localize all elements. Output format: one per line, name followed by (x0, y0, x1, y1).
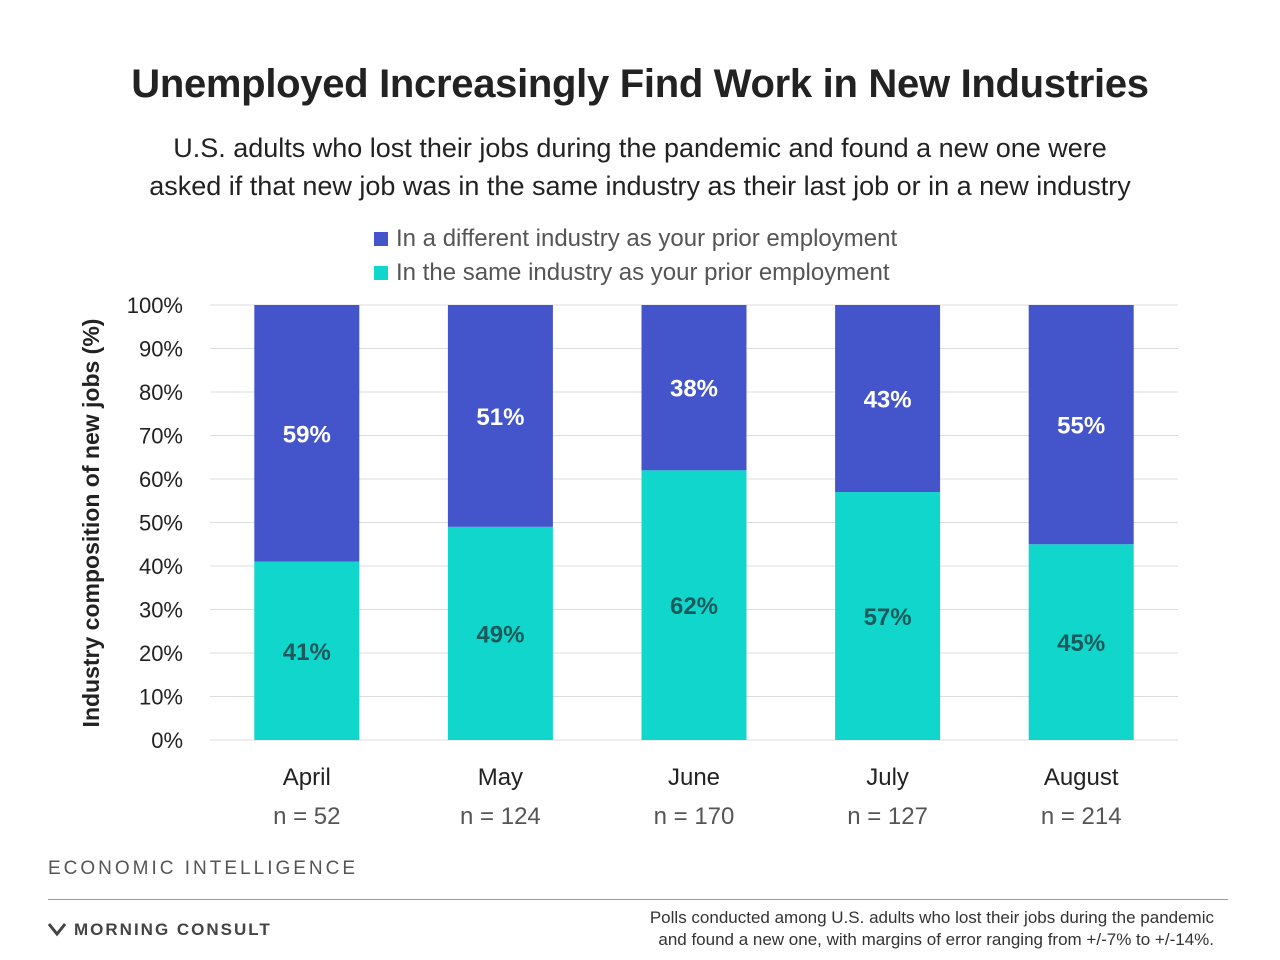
bar-different (447, 305, 553, 527)
bar-different (641, 305, 747, 471)
bar-different (254, 305, 360, 562)
x-tick-label: June (668, 764, 720, 791)
bar-same (447, 526, 553, 740)
x-axis-ticks: April n = 52 May n = 124 June n = 170 July n = … (273, 764, 1121, 830)
y-tick-label: 80% (139, 380, 183, 405)
data-label-different: 38% (670, 376, 718, 403)
legend-label-same: In the same industry as your prior emplo… (396, 259, 890, 286)
legend-item-different: In a different industry as your prior em… (374, 224, 897, 254)
sample-size-label: n = 170 (654, 803, 735, 830)
y-tick-label: 60% (139, 467, 183, 492)
bar-different (1028, 305, 1134, 545)
x-tick-label: April (283, 764, 331, 791)
morning-consult-logo-icon (48, 923, 66, 937)
chart-subtitle-line-2: asked if that new job was in the same in… (149, 171, 1131, 201)
legend-label-different: In a different industry as your prior em… (396, 225, 898, 252)
brand-name: MORNING CONSULT (74, 920, 272, 939)
bar-different (835, 305, 941, 493)
brand-logo: MORNING CONSULT (48, 918, 272, 942)
sample-size-label: n = 52 (273, 803, 340, 830)
footnote-line-1: Polls conducted among U.S. adults who lo… (649, 908, 1214, 927)
y-tick-label: 70% (139, 424, 183, 449)
footer-divider (48, 899, 1228, 900)
bars: 41% 59% 49% 51% 62% 38% 57% 43% 45% 55% (254, 305, 1134, 740)
footnote: Polls conducted among U.S. adults who lo… (594, 907, 1214, 951)
y-tick-label: 20% (139, 641, 183, 666)
data-label-different: 51% (476, 404, 524, 431)
sample-size-label: n = 124 (460, 803, 541, 830)
data-label-same: 49% (476, 621, 524, 648)
chart-title: Unemployed Increasingly Find Work in New… (131, 62, 1149, 106)
data-label-same: 57% (864, 604, 912, 631)
sample-size-label: n = 214 (1041, 803, 1122, 830)
data-label-same: 62% (670, 593, 718, 620)
legend-swatch-same (374, 266, 388, 280)
sample-size-label: n = 127 (847, 803, 928, 830)
x-tick-label: July (866, 764, 909, 791)
y-tick-label: 40% (139, 554, 183, 579)
x-tick-label: May (478, 764, 523, 791)
y-tick-label: 50% (139, 511, 183, 536)
data-label-different: 55% (1057, 413, 1105, 440)
bar-same (254, 561, 360, 740)
x-tick-label: August (1044, 764, 1119, 791)
footnote-line-2: and found a new one, with margins of err… (658, 930, 1214, 949)
data-label-same: 45% (1057, 630, 1105, 657)
data-label-same: 41% (283, 639, 331, 666)
stacked-bar-chart: 0% 10% 20% 30% 40% 50% 60% 70% 80% 90% 100% Indust… (78, 293, 1178, 830)
y-tick-label: 0% (151, 728, 183, 753)
legend-swatch-different (374, 232, 388, 246)
legend-item-same: In the same industry as your prior emplo… (374, 258, 890, 288)
y-axis-ticks: 0% 10% 20% 30% 40% 50% 60% 70% 80% 90% 100% (127, 293, 183, 753)
bar-same (835, 492, 941, 740)
data-label-different: 43% (864, 387, 912, 414)
y-tick-label: 30% (139, 598, 183, 623)
bar-same (641, 470, 747, 740)
section-label: ECONOMIC INTELLIGENCE (48, 858, 359, 879)
y-axis-label: Industry composition of new jobs (%) (78, 319, 104, 728)
y-tick-label: 90% (139, 337, 183, 362)
y-tick-label: 100% (127, 293, 183, 318)
chart-subtitle-line-1: U.S. adults who lost their jobs during t… (173, 133, 1107, 163)
data-label-different: 59% (283, 421, 331, 448)
y-tick-label: 10% (139, 685, 183, 710)
bar-same (1028, 544, 1134, 740)
